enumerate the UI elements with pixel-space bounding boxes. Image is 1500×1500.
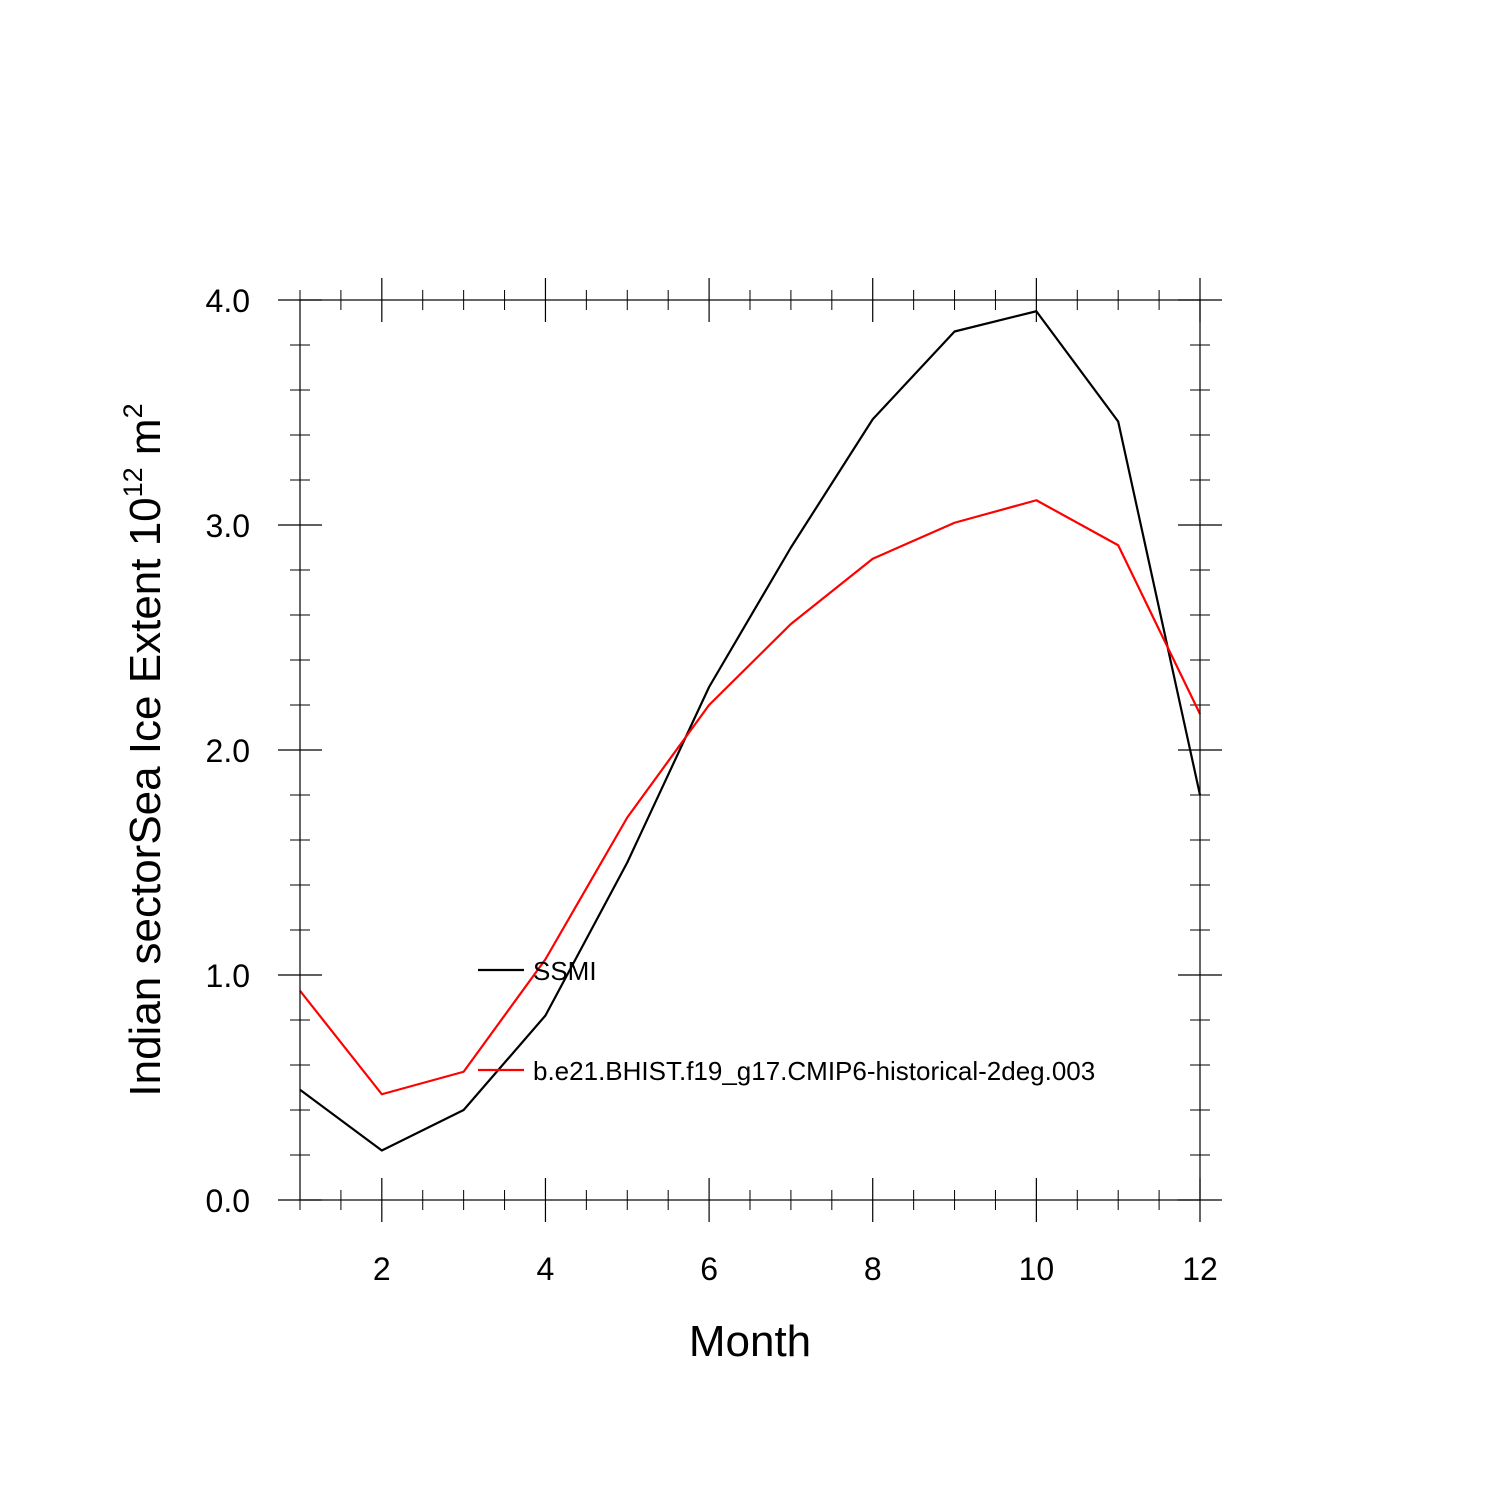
y-axis-title-exp2: 2 <box>118 403 148 418</box>
x-axis-title: Month <box>689 1317 811 1366</box>
legend-label-model: b.e21.BHIST.f19_g17.CMIP6-historical-2de… <box>533 1056 1095 1086</box>
series-line-ssmi <box>299 310 1202 1152</box>
y-tick-label: 4.0 <box>206 283 250 319</box>
x-tick-label: 6 <box>700 1251 718 1287</box>
y-tick-label: 1.0 <box>206 958 250 994</box>
y-axis-title-unit: m <box>121 418 170 467</box>
series-line-model <box>299 499 1201 1096</box>
x-tick-label: 4 <box>537 1251 555 1287</box>
plot-frame <box>299 299 1201 1201</box>
y-tick-label: 2.0 <box>206 733 250 769</box>
x-tick-label: 2 <box>373 1251 391 1287</box>
legend: SSMI b.e21.BHIST.f19_g17.CMIP6-historical… <box>478 956 1095 1086</box>
series-layer <box>299 310 1202 1152</box>
y-tick-label: 0.0 <box>206 1183 250 1219</box>
legend-label-ssmi: SSMI <box>533 956 597 986</box>
y-axis-title-text: Indian sectorSea Ice Extent 10 <box>121 497 170 1096</box>
y-axis-title-exp1: 12 <box>118 467 148 497</box>
x-tick-label: 10 <box>1019 1251 1055 1287</box>
y-tick-label: 3.0 <box>206 508 250 544</box>
tick-labels: 2 4 6 8 10 12 0.0 1.0 2.0 3.0 4.0 <box>206 283 1218 1287</box>
y-axis-title: Indian sectorSea Ice Extent 1012 m2 <box>118 403 170 1096</box>
x-tick-label: 8 <box>864 1251 882 1287</box>
x-tick-label: 12 <box>1182 1251 1218 1287</box>
